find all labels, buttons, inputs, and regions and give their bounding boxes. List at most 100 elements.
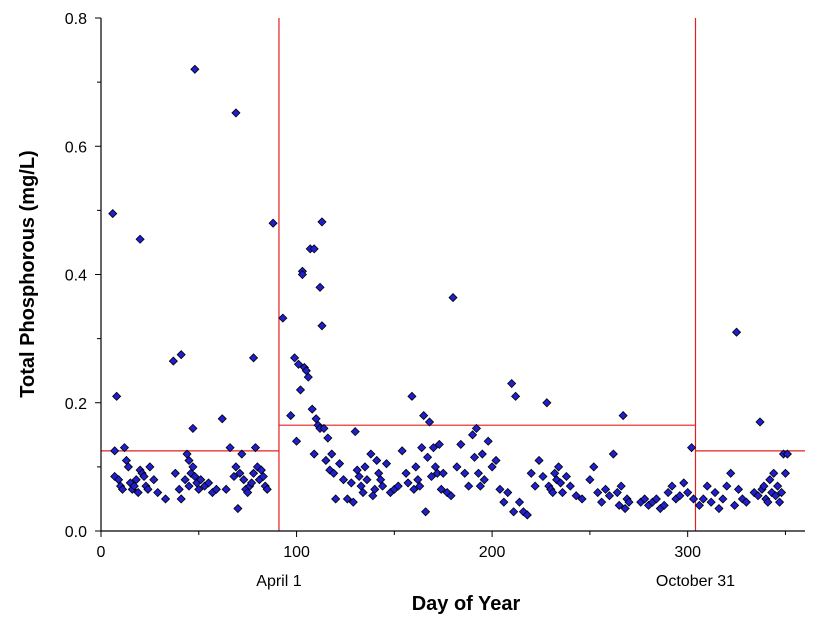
data-point-28	[176, 350, 186, 360]
y-tick-label-4: 0.8	[65, 11, 87, 28]
data-point-15	[135, 234, 145, 244]
data-point-130	[419, 411, 429, 421]
data-point-91	[319, 423, 329, 433]
data-point-168	[530, 481, 540, 491]
data-point-105	[354, 471, 364, 482]
data-point-72	[290, 353, 300, 363]
data-point-43	[203, 478, 214, 488]
x-tick-label-2: 200	[479, 544, 506, 561]
data-point-134	[426, 471, 437, 482]
data-point-52	[233, 503, 243, 514]
data-point-208	[675, 491, 685, 501]
data-point-183	[577, 494, 587, 504]
annotation-1: October 31	[656, 573, 735, 590]
data-point-109	[362, 475, 372, 485]
data-point-229	[755, 417, 765, 427]
data-point-99	[338, 475, 349, 485]
data-point-146	[460, 468, 470, 478]
data-point-98	[335, 459, 345, 469]
data-point-147	[464, 481, 474, 491]
data-point-35	[188, 423, 198, 433]
data-point-155	[483, 436, 493, 446]
data-point-22	[149, 475, 159, 485]
data-point-125	[409, 484, 419, 494]
data-point-199	[640, 494, 650, 504]
data-point-27	[174, 484, 184, 494]
data-point-215	[702, 481, 712, 491]
data-point-96	[329, 468, 339, 478]
tick-labels: 0 100 200 300 0.0 0.2 0.4 0.6 0.8	[65, 11, 701, 561]
data-point-133	[424, 417, 435, 427]
data-point-139	[436, 484, 446, 494]
data-point-195	[620, 503, 630, 514]
data-point-228	[753, 491, 763, 501]
data-point-150	[471, 423, 482, 433]
data-point-84	[309, 244, 319, 254]
data-point-62	[250, 443, 261, 453]
data-point-191	[612, 487, 622, 498]
data-point-0	[108, 209, 118, 219]
data-point-51	[231, 462, 241, 472]
data-point-140	[438, 468, 448, 478]
data-point-88	[315, 282, 325, 292]
data-point-89	[317, 217, 327, 227]
data-point-184	[585, 475, 595, 485]
data-point-138	[434, 439, 444, 449]
data-point-32	[184, 455, 194, 466]
data-point-167	[526, 468, 536, 478]
data-point-45	[211, 484, 221, 494]
data-point-108	[360, 462, 370, 472]
data-point-20	[143, 484, 153, 494]
data-point-177	[554, 462, 564, 472]
data-point-33	[184, 481, 194, 491]
data-point-142	[446, 491, 456, 501]
data-point-214	[698, 494, 708, 504]
data-point-46	[217, 414, 227, 424]
data-point-153	[477, 449, 487, 459]
data-point-7	[119, 443, 130, 453]
data-point-166	[522, 510, 532, 520]
data-point-212	[688, 494, 699, 504]
data-point-26	[170, 468, 180, 478]
data-point-197	[624, 497, 634, 507]
data-point-242	[780, 468, 791, 478]
data-point-120	[393, 481, 403, 491]
reference-lines	[101, 18, 805, 531]
y-tick-label-2: 0.4	[65, 268, 87, 285]
data-point-160	[503, 487, 513, 498]
data-point-238	[773, 481, 783, 491]
data-point-71	[286, 411, 296, 421]
data-point-205	[663, 487, 673, 498]
data-point-47	[221, 484, 231, 494]
data-point-192	[614, 500, 624, 510]
data-point-239	[775, 497, 785, 507]
data-point-135	[428, 443, 439, 453]
data-point-36	[188, 462, 198, 472]
data-point-1	[112, 391, 122, 401]
y-tick-label-1: 0.2	[65, 396, 87, 413]
data-point-181	[565, 481, 575, 491]
data-point-90	[317, 321, 327, 331]
data-point-182	[571, 491, 581, 501]
data-point-102	[348, 497, 358, 507]
data-point-209	[679, 478, 689, 488]
data-point-55	[239, 475, 249, 485]
data-point-210	[683, 487, 693, 498]
data-point-154	[479, 475, 489, 485]
data-point-131	[421, 507, 431, 517]
data-point-110	[366, 449, 376, 459]
data-point-222	[730, 500, 740, 510]
data-point-226	[741, 497, 751, 507]
data-point-169	[534, 455, 544, 466]
data-point-148	[467, 430, 478, 440]
data-point-211	[687, 443, 697, 453]
data-point-61	[248, 468, 259, 478]
data-point-231	[759, 481, 769, 491]
data-point-163	[511, 391, 521, 401]
data-point-66	[258, 471, 268, 482]
data-point-9	[123, 462, 133, 472]
data-point-101	[346, 478, 356, 488]
data-point-243	[782, 449, 792, 459]
data-point-180	[561, 471, 571, 482]
data-point-21	[145, 462, 155, 472]
